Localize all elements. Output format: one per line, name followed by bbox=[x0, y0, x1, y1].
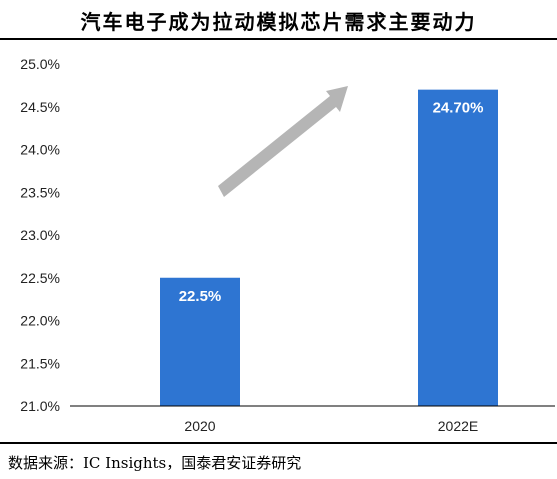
y-tick-label: 25.0% bbox=[20, 56, 60, 72]
x-axis-labels: 2020 2022E bbox=[184, 418, 478, 434]
y-tick-label: 24.5% bbox=[20, 99, 60, 115]
bar bbox=[418, 89, 498, 407]
bar bbox=[160, 277, 240, 406]
bar-data-label: 24.70% bbox=[433, 100, 484, 117]
y-tick-label: 24.0% bbox=[20, 142, 60, 158]
up-arrow-icon bbox=[218, 86, 348, 197]
y-axis-ticks: 21.0% 21.5% 22.0% 22.5% 23.0% 23.5% 24.0% 24.5%… bbox=[20, 56, 60, 414]
x-tick-label: 2022E bbox=[438, 418, 478, 434]
y-tick-label: 23.5% bbox=[20, 184, 60, 200]
y-tick-label: 21.0% bbox=[20, 398, 60, 414]
trend-arrow bbox=[218, 86, 348, 197]
bars: 22.5% 24.70% bbox=[160, 89, 498, 407]
source-rule bbox=[0, 442, 557, 444]
y-tick-label: 21.5% bbox=[20, 355, 60, 371]
x-tick-label: 2020 bbox=[184, 418, 215, 434]
y-tick-label: 23.0% bbox=[20, 227, 60, 243]
y-tick-label: 22.0% bbox=[20, 313, 60, 329]
bar-chart: 21.0% 21.5% 22.0% 22.5% 23.0% 23.5% 24.0% 24.5%… bbox=[20, 56, 555, 434]
source-note: 数据来源：IC Insights，国泰君安证券研究 bbox=[8, 454, 302, 472]
title-rule bbox=[0, 38, 557, 40]
bar-data-label: 22.5% bbox=[179, 288, 222, 305]
y-tick-label: 22.5% bbox=[20, 270, 60, 286]
chart-title: 汽车电子成为拉动模拟芯片需求主要动力 bbox=[80, 10, 477, 34]
